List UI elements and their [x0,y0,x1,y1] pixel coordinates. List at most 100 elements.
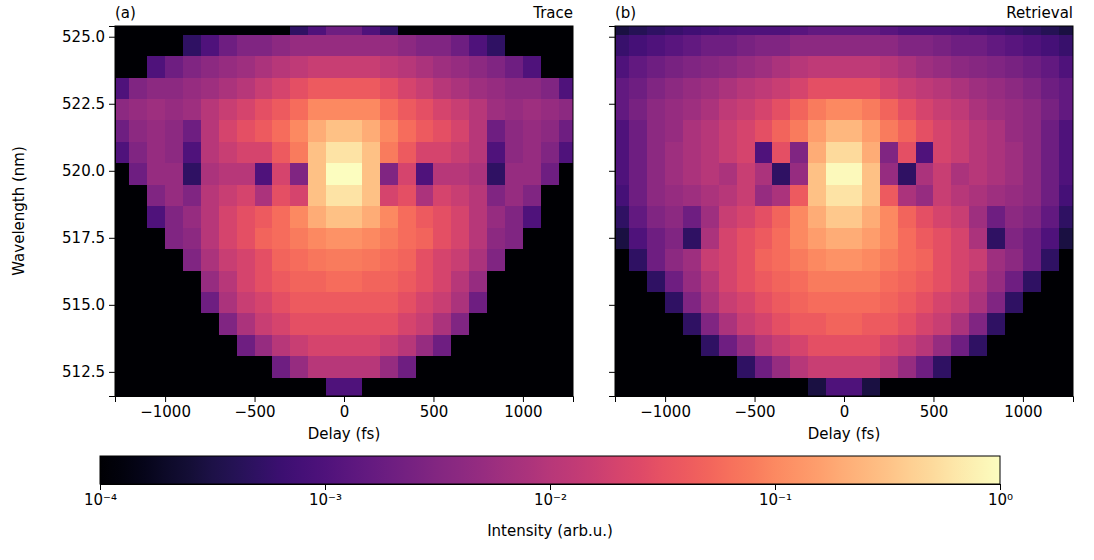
heatmap-cell [308,227,326,249]
heatmap-cell [665,291,683,313]
heatmap-cell [826,120,844,142]
heatmap-cell [880,377,898,396]
heatmap-cell [880,270,898,292]
x-tick: −500 [734,396,775,421]
heatmap-cell [898,313,916,335]
heatmap-cell [219,141,237,163]
x-tick-mark [665,396,666,402]
heatmap-cell [559,249,573,271]
heatmap-cell [165,334,183,356]
heatmap-cell [559,98,573,120]
heatmap-cell [701,313,719,335]
heatmap-cell [844,120,862,142]
heatmap-cell [541,227,559,249]
heatmap-cell [772,334,790,356]
heatmap-cell [790,313,808,335]
heatmap-cell [987,270,1005,292]
y-tick: 512.5 [62,363,115,381]
heatmap-cell [380,98,398,120]
heatmap-cell [880,356,898,378]
heatmap-cell [755,227,773,249]
heatmap-cell [129,227,147,249]
y-tick-mark [609,37,615,38]
heatmap-cell [1023,120,1041,142]
heatmap-cell [1023,270,1041,292]
heatmap-cell [844,249,862,271]
heatmap-cell [219,26,237,35]
heatmap-cell [629,184,647,206]
x-tick-mark [523,396,524,402]
heatmap-cell [1041,98,1059,120]
heatmap-cell [487,313,505,335]
heatmap-cell [219,55,237,77]
heatmap-cell [115,291,130,313]
x-tick-label: −500 [734,403,775,421]
panel: −1000−50005001000Delay (fs)(b)Retrieval [609,4,1077,443]
heatmap-cell [1005,141,1023,163]
heatmap-cell [559,356,573,378]
heatmap-cell [951,377,969,396]
heatmap-cell [469,227,487,249]
heatmap-cell [647,270,665,292]
heatmap-cell [505,34,523,56]
heatmap-cell [237,141,255,163]
heatmap-cell [808,291,826,313]
heatmap-cell [987,313,1005,335]
heatmap-cell [719,98,737,120]
heatmap-cell [683,77,701,99]
heatmap-cell [1059,77,1073,99]
heatmap-cell [790,206,808,228]
heatmap-cell [433,227,451,249]
heatmap-cell [1023,163,1041,185]
heatmap-cell [380,184,398,206]
heatmap-cell [308,77,326,99]
heatmap-cell [541,184,559,206]
colorbar-tick: 10⁻² [534,484,567,509]
heatmap-cell [487,206,505,228]
heatmap-cell [451,120,469,142]
heatmap-cell [755,334,773,356]
heatmap-cell [898,291,916,313]
heatmap-cell [615,270,630,292]
heatmap-cell [1041,184,1059,206]
y-tick-mark [109,171,115,172]
heatmap-cell [344,77,362,99]
heatmap-cell [290,26,308,35]
heatmap-cell [916,77,934,99]
heatmap-cell [737,184,755,206]
heatmap-cell [129,141,147,163]
y-tick: 522.5 [62,95,115,113]
heatmap-cell [898,98,916,120]
heatmap-cell [219,249,237,271]
heatmap-cell [719,356,737,378]
heatmap-cell [790,55,808,77]
heatmap-cell [523,120,541,142]
heatmap-cell [844,184,862,206]
heatmap-cell [115,163,130,185]
heatmap-cell [1023,141,1041,163]
heatmap-cell [898,77,916,99]
heatmap-cell [898,334,916,356]
cells [615,26,1073,396]
heatmap-cell [790,141,808,163]
heatmap-cell [219,206,237,228]
heatmap-cell [701,77,719,99]
heatmap-cell [701,206,719,228]
heatmap-cell [790,227,808,249]
heatmap-cell [615,55,630,77]
heatmap-cell [987,291,1005,313]
heatmap-cell [255,120,273,142]
heatmap-cell [147,227,165,249]
x-tick-label: 1000 [1004,403,1042,421]
heatmap-cell [844,334,862,356]
heatmap-cell [826,227,844,249]
heatmap-cell [487,98,505,120]
heatmap-cell [826,163,844,185]
heatmap-cell [826,334,844,356]
heatmap-cell [201,227,219,249]
heatmap-cell [844,227,862,249]
heatmap-cell [1041,377,1059,396]
heatmap-cell [933,291,951,313]
heatmap-cell [844,356,862,378]
heatmap-cell [219,163,237,185]
